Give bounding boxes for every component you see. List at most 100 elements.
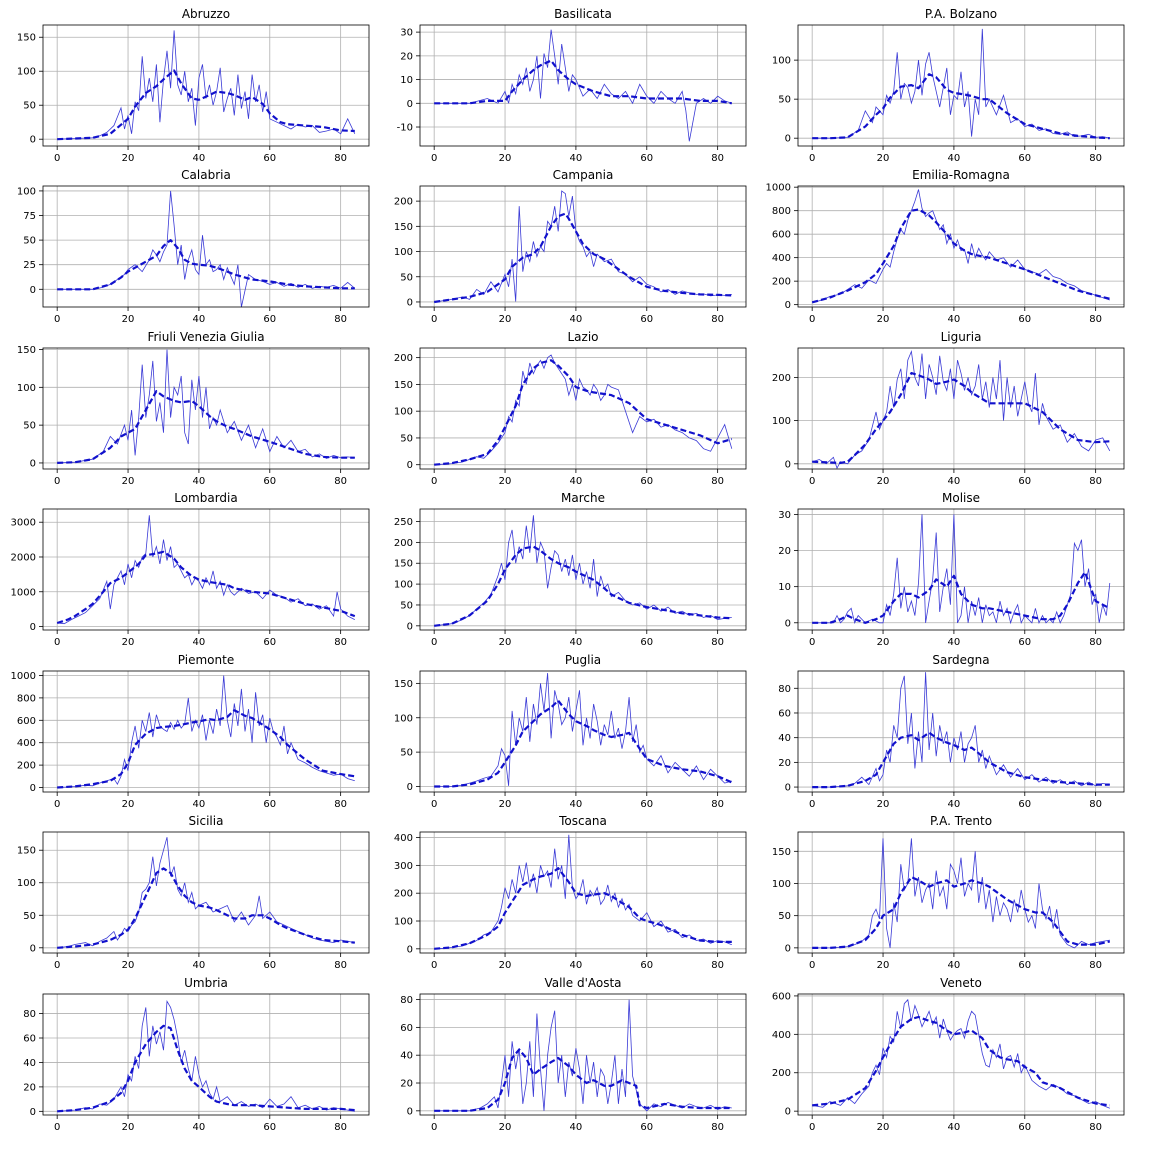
axes-frame: [42, 185, 370, 308]
smoothed-series-line: [57, 867, 355, 949]
x-tick-label: 20: [122, 476, 135, 487]
x-tick-label: 0: [431, 314, 437, 325]
axes-frame: [42, 670, 370, 793]
x-tick-label: 40: [570, 314, 583, 325]
y-tick-label: 100: [772, 56, 791, 67]
y-tick-label: 0: [407, 621, 413, 632]
raw-series-line: [57, 675, 355, 788]
y-tick-label: 100: [394, 713, 413, 724]
y-tick-label: 20: [400, 51, 413, 62]
x-tick-label: 40: [948, 1122, 961, 1133]
x-tick-label: 0: [54, 799, 60, 810]
x-tick-label: 20: [122, 314, 135, 325]
panel-sardegna: 0 20 40 60 80 0 20 40 60 80 Sardegna: [778, 653, 1125, 810]
panel-title: Sardegna: [932, 653, 989, 667]
smoothed-series-line: [434, 699, 733, 788]
panel-title: Basilicata: [554, 7, 612, 21]
y-tick-label: 0: [785, 459, 791, 470]
panel-valle-d-aosta: 0 20 40 60 80 0 20 40 60 80 Valle d'Aosta: [400, 976, 747, 1133]
panel-sicilia: 0 20 40 60 80 0 50 100 150 Sicilia: [17, 814, 370, 971]
x-tick-label: 60: [1018, 314, 1031, 325]
y-tick-label: 250: [394, 517, 413, 528]
y-tick-label: 100: [17, 67, 36, 78]
x-tick-label: 40: [570, 637, 583, 648]
raw-series-line: [57, 837, 355, 949]
panel-title: Veneto: [940, 976, 982, 990]
panel-title: P.A. Bolzano: [925, 7, 997, 21]
x-tick-label: 20: [122, 637, 135, 648]
smoothed-series-line: [434, 212, 732, 304]
raw-series-line: [812, 28, 1110, 139]
y-tick-label: 80: [400, 995, 413, 1006]
y-tick-label: 0: [30, 943, 36, 954]
x-tick-label: 40: [193, 476, 206, 487]
panel-title: Piemonte: [178, 653, 234, 667]
raw-series-line: [57, 190, 356, 308]
x-tick-label: 60: [1018, 637, 1031, 648]
x-tick-label: 60: [263, 637, 276, 648]
y-tick-label: 150: [17, 846, 36, 857]
x-tick-label: 0: [54, 960, 60, 971]
x-tick-label: 60: [263, 476, 276, 487]
y-tick-label: 800: [17, 693, 36, 704]
raw-series-line: [812, 838, 1110, 949]
y-tick-label: 0: [785, 1107, 791, 1118]
y-tick-label: 50: [400, 433, 413, 444]
axes-frame: [419, 347, 747, 470]
x-tick-label: 60: [1018, 476, 1031, 487]
x-tick-label: 20: [877, 314, 890, 325]
y-tick-label: 1000: [11, 671, 36, 682]
panel-title: Sicilia: [189, 814, 224, 828]
y-tick-label: 150: [394, 679, 413, 690]
raw-series-line: [434, 190, 732, 303]
axes-frame: [797, 993, 1125, 1116]
panel-campania: 0 20 40 60 80 0 50 100 150 200 Campania: [394, 168, 747, 325]
raw-series-line: [812, 189, 1110, 303]
x-tick-label: 0: [809, 476, 815, 487]
axes-frame: [797, 670, 1125, 793]
x-tick-label: 80: [711, 799, 724, 810]
axes-frame: [797, 185, 1125, 308]
y-tick-label: 40: [23, 1058, 36, 1069]
x-tick-label: 80: [711, 153, 724, 164]
panel-abruzzo: 0 20 40 60 80 0 50 100 150 Abruzzo: [17, 7, 370, 164]
panel-puglia: 0 20 40 60 80 0 50 100 150 Puglia: [394, 653, 747, 810]
x-tick-label: 80: [334, 314, 347, 325]
y-tick-label: 25: [23, 260, 36, 271]
raw-series-line: [812, 672, 1110, 788]
panel-title: Puglia: [565, 653, 601, 667]
y-tick-label: 0: [30, 135, 36, 146]
axes-frame: [42, 831, 370, 954]
y-tick-label: 50: [400, 748, 413, 759]
smoothed-series-line: [57, 69, 355, 141]
raw-series-line: [57, 515, 355, 625]
x-tick-label: 20: [877, 960, 890, 971]
x-tick-label: 40: [948, 476, 961, 487]
y-tick-label: 50: [23, 421, 36, 432]
y-tick-label: 100: [394, 917, 413, 928]
smoothed-series-line: [434, 59, 732, 105]
x-tick-label: 60: [640, 314, 653, 325]
x-tick-label: 40: [948, 637, 961, 648]
panel-title: Valle d'Aosta: [544, 976, 621, 990]
x-tick-label: 40: [570, 1122, 583, 1133]
x-tick-label: 0: [809, 314, 815, 325]
x-tick-label: 40: [193, 153, 206, 164]
y-tick-label: 200: [394, 353, 413, 364]
x-tick-label: 0: [431, 153, 437, 164]
x-tick-label: 20: [499, 1122, 512, 1133]
x-tick-label: 60: [640, 960, 653, 971]
axes-frame: [419, 993, 747, 1116]
x-tick-label: 20: [122, 799, 135, 810]
y-tick-label: 0: [30, 285, 36, 296]
y-tick-label: 100: [394, 407, 413, 418]
x-tick-label: 0: [809, 960, 815, 971]
y-tick-label: 400: [17, 738, 36, 749]
x-tick-label: 80: [334, 153, 347, 164]
x-tick-label: 20: [877, 1122, 890, 1133]
axes-frame: [42, 24, 370, 147]
smoothed-series-line: [812, 372, 1110, 464]
panel-title: Umbria: [184, 976, 228, 990]
